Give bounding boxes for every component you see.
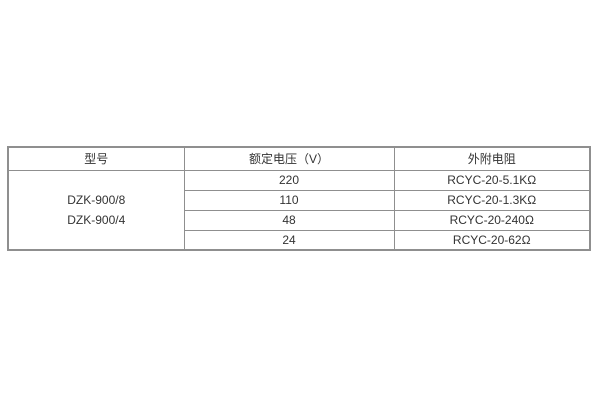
model-name: DZK-900/8 <box>67 192 126 207</box>
voltage-cell: 220 <box>183 169 395 191</box>
resistor-cell: RCYC-20-1.3KΩ <box>393 189 591 211</box>
table-row: 24 RCYC-20-62Ω <box>8 229 591 251</box>
voltage-cell: 48 <box>183 209 395 231</box>
voltage-cell: 24 <box>183 229 395 251</box>
spec-table: 型号 额定电压（V） 外附电阻 DZK-900/8 DZK-900/4 220 … <box>7 146 591 251</box>
resistor-cell: RCYC-20-5.1KΩ <box>393 169 591 191</box>
model-name: DZK-900/4 <box>67 212 126 227</box>
resistor-cell: RCYC-20-240Ω <box>393 209 591 231</box>
table-row: DZK-900/8 DZK-900/4 220 RCYC-20-5.1KΩ <box>7 169 591 251</box>
header-external-resistor: 外附电阻 <box>393 146 591 171</box>
voltage-cell: 110 <box>183 189 395 211</box>
resistor-cell: RCYC-20-62Ω <box>393 229 591 251</box>
model-cell: DZK-900/8 DZK-900/4 <box>7 169 185 251</box>
header-rated-voltage: 额定电压（V） <box>183 146 395 171</box>
header-row: 型号 额定电压（V） 外附电阻 <box>7 146 591 171</box>
header-model: 型号 <box>7 146 185 171</box>
